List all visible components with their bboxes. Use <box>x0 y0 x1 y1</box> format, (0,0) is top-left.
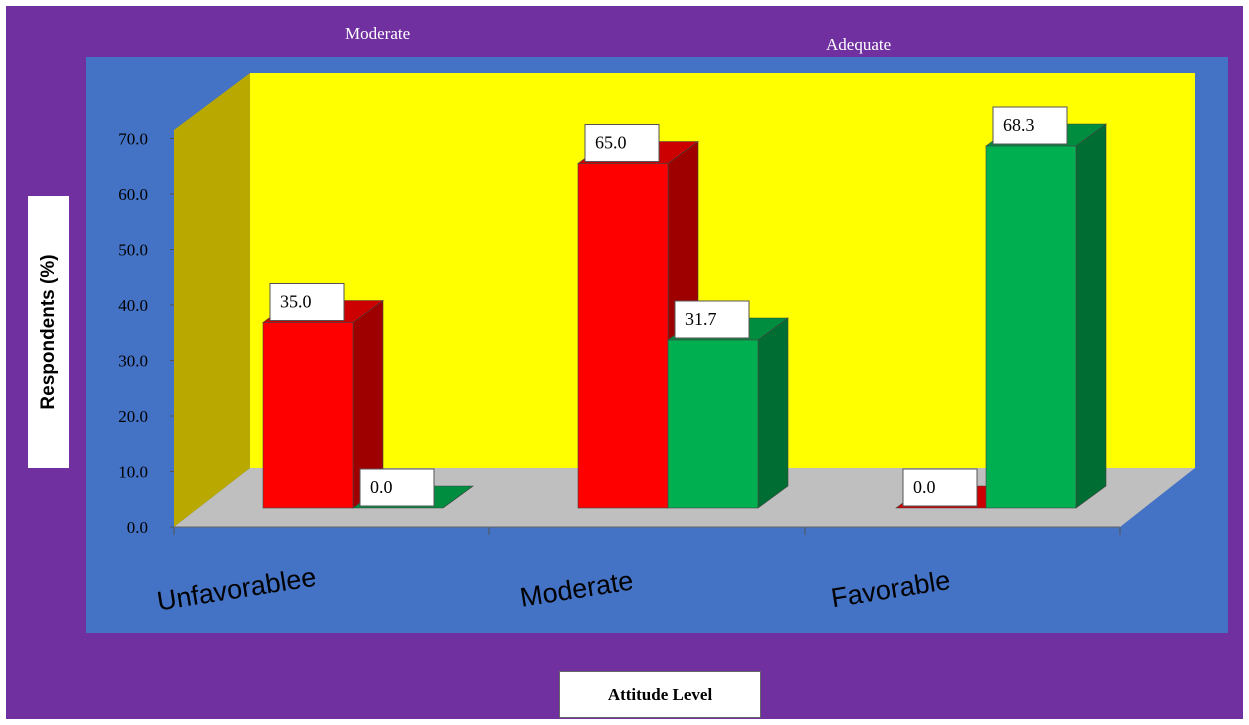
bar <box>667 339 759 509</box>
y-tick-label: 50.0 <box>118 241 148 260</box>
data-label-box <box>992 106 1068 145</box>
y-tick-label: 30.0 <box>118 352 148 371</box>
data-label: 68.3 <box>1003 115 1035 135</box>
y-axis-title: Respondents (%) <box>37 254 59 410</box>
x-axis-title: Attitude Level <box>559 671 761 718</box>
data-label: 0.0 <box>370 477 393 497</box>
y-tick-label: 20.0 <box>118 407 148 426</box>
data-label-box <box>902 468 978 507</box>
data-label-box <box>269 283 345 321</box>
side-wall <box>174 73 250 527</box>
legend-series-1: Moderate <box>345 24 411 43</box>
data-label: 31.7 <box>685 309 717 329</box>
bar <box>262 322 354 509</box>
data-label: 65.0 <box>595 133 627 153</box>
data-label: 35.0 <box>280 292 312 312</box>
y-tick-label: 70.0 <box>118 130 148 149</box>
y-tick-label: 40.0 <box>118 296 148 315</box>
bar-side <box>1075 123 1107 509</box>
x-tick-label: Unfavorablee <box>155 562 318 617</box>
y-axis-title-box: Respondents (%) <box>28 196 69 468</box>
bar <box>985 145 1077 509</box>
y-tick-label: 10.0 <box>118 463 148 482</box>
data-label: 0.0 <box>913 477 936 497</box>
x-tick-label: Moderate <box>518 565 635 612</box>
y-tick-label: 0.0 <box>127 518 148 537</box>
data-label-box <box>584 124 660 162</box>
x-tick-label: Favorable <box>829 565 952 613</box>
back-wall <box>250 73 1195 468</box>
bar <box>577 163 669 509</box>
data-label-box <box>359 468 435 507</box>
data-label-box <box>674 300 750 339</box>
legend-series-2: Adequate <box>826 35 892 54</box>
bar-side <box>757 317 789 509</box>
y-tick-label: 60.0 <box>118 185 148 204</box>
